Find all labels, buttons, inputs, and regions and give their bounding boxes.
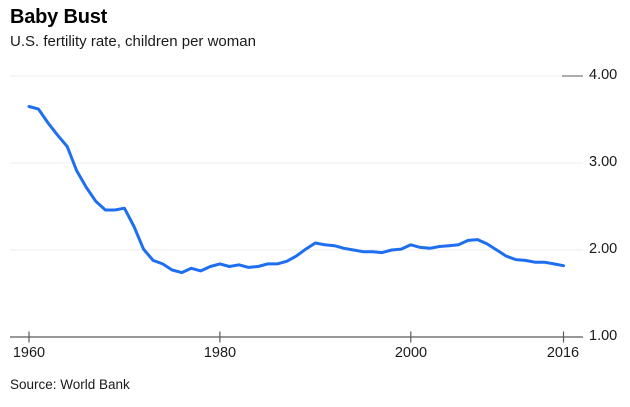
chart-title: Baby Bust xyxy=(10,6,108,28)
y-axis-label: 4.00 xyxy=(589,67,618,83)
x-axis-label: 2016 xyxy=(546,345,580,361)
fertility-rate-line xyxy=(27,105,565,275)
y-axis-label: 1.00 xyxy=(589,328,618,344)
x-axis-label: 2000 xyxy=(394,345,428,361)
chart-subtitle: U.S. fertility rate, children per woman xyxy=(10,33,256,50)
source-note: Source: World Bank xyxy=(10,377,130,392)
y-axis-label: 2.00 xyxy=(589,241,618,257)
x-axis-label: 1960 xyxy=(12,345,46,361)
x-axis-label: 1980 xyxy=(203,345,237,361)
y-axis-label: 3.00 xyxy=(589,154,618,170)
